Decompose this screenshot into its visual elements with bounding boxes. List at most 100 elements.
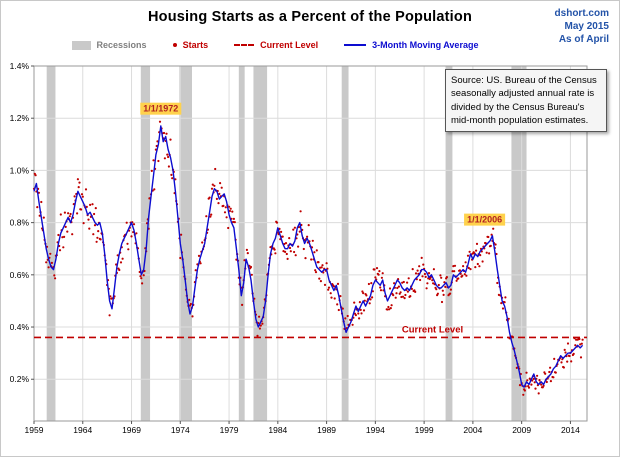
starts-dot xyxy=(489,244,492,247)
starts-dot xyxy=(371,296,374,299)
starts-dot xyxy=(166,153,169,156)
starts-dot xyxy=(293,226,296,229)
starts-dot xyxy=(525,371,528,374)
starts-dot xyxy=(63,235,66,238)
starts-dot xyxy=(369,298,372,301)
starts-dot xyxy=(353,301,356,304)
starts-dot xyxy=(488,252,491,255)
legend-label-recessions: Recessions xyxy=(96,40,147,50)
starts-dot xyxy=(315,249,318,252)
starts-dot xyxy=(379,289,383,292)
annotation-label: 1/1/1972 xyxy=(143,104,178,114)
starts-dot xyxy=(76,178,79,181)
starts-dot xyxy=(337,308,340,312)
starts-dot xyxy=(451,270,454,273)
starts-dot xyxy=(208,196,211,199)
starts-dot xyxy=(49,252,52,255)
starts-dot xyxy=(205,215,208,218)
starts-dot xyxy=(179,256,182,260)
starts-dot xyxy=(330,296,333,299)
starts-dot xyxy=(84,188,88,191)
starts-dot xyxy=(80,208,83,211)
starts-dot xyxy=(314,271,318,274)
starts-dot xyxy=(126,242,129,245)
recession-band xyxy=(341,66,349,421)
starts-dot xyxy=(534,387,537,390)
starts-dot xyxy=(188,298,191,301)
starts-dot xyxy=(414,290,417,293)
starts-dot xyxy=(362,309,366,312)
source-note: Source: US. Bureau of the Census seasona… xyxy=(445,69,607,133)
starts-dot xyxy=(537,392,540,395)
x-tick-label: 1989 xyxy=(317,425,336,435)
x-tick-label: 1994 xyxy=(366,425,385,435)
starts-dot xyxy=(162,131,166,135)
starts-dot xyxy=(418,265,421,268)
starts-dot xyxy=(222,204,225,207)
starts-dot xyxy=(485,251,488,254)
starts-dot xyxy=(58,249,62,252)
starts-dot xyxy=(150,169,153,172)
starts-dot xyxy=(359,308,362,311)
starts-dot xyxy=(362,292,365,295)
starts-dot xyxy=(442,293,445,296)
starts-dot xyxy=(462,265,465,268)
starts-dot xyxy=(163,157,166,160)
starts-dot xyxy=(549,366,552,369)
starts-dot xyxy=(47,266,50,269)
legend-label-starts: Starts xyxy=(182,40,209,50)
starts-dot xyxy=(568,354,571,358)
starts-dot xyxy=(344,317,347,320)
y-tick-label: 0.6% xyxy=(10,270,30,280)
starts-dot xyxy=(62,246,65,249)
moving-average-line xyxy=(33,125,584,388)
starts-dot xyxy=(538,379,541,382)
x-tick-label: 1979 xyxy=(220,425,239,435)
starts-dot xyxy=(314,269,317,272)
starts-dot xyxy=(320,266,323,269)
starts-dot xyxy=(89,203,92,206)
starts-dot xyxy=(532,377,535,380)
starts-dot xyxy=(54,277,57,280)
x-tick-label: 1984 xyxy=(268,425,287,435)
starts-dot xyxy=(297,245,300,248)
recession-band xyxy=(46,66,56,421)
starts-dot-icon xyxy=(172,43,177,47)
starts-dot xyxy=(436,292,439,295)
starts-dot xyxy=(440,276,443,279)
starts-dot xyxy=(285,252,288,256)
starts-dot xyxy=(387,305,390,309)
starts-dot xyxy=(401,295,405,298)
starts-dot xyxy=(209,215,212,218)
starts-dot xyxy=(354,314,357,317)
starts-dot xyxy=(233,221,236,224)
starts-dot xyxy=(217,202,220,205)
starts-dot xyxy=(310,258,313,261)
starts-dot xyxy=(421,275,424,278)
starts-dot xyxy=(87,218,90,221)
starts-dot xyxy=(259,324,262,327)
starts-dot xyxy=(406,281,409,284)
y-tick-label: 1.2% xyxy=(10,113,30,123)
starts-dot xyxy=(426,282,429,285)
starts-dot xyxy=(299,210,302,213)
starts-dot xyxy=(414,272,418,275)
starts-dot xyxy=(85,205,88,208)
x-tick-label: 2004 xyxy=(463,425,482,435)
starts-dot xyxy=(317,261,320,264)
starts-dot xyxy=(53,274,56,277)
starts-dot xyxy=(93,212,96,216)
starts-dot xyxy=(225,216,228,219)
starts-dot xyxy=(503,301,506,304)
starts-dot xyxy=(469,268,472,271)
starts-dot xyxy=(281,235,284,238)
legend-item-starts: Starts xyxy=(172,40,209,50)
starts-dot xyxy=(487,235,490,239)
starts-dot xyxy=(249,265,253,269)
starts-dot xyxy=(339,295,342,298)
starts-dot xyxy=(407,277,410,280)
starts-dot xyxy=(311,239,314,242)
starts-dot xyxy=(522,393,525,396)
starts-dot xyxy=(96,236,99,239)
starts-dot xyxy=(50,261,54,264)
